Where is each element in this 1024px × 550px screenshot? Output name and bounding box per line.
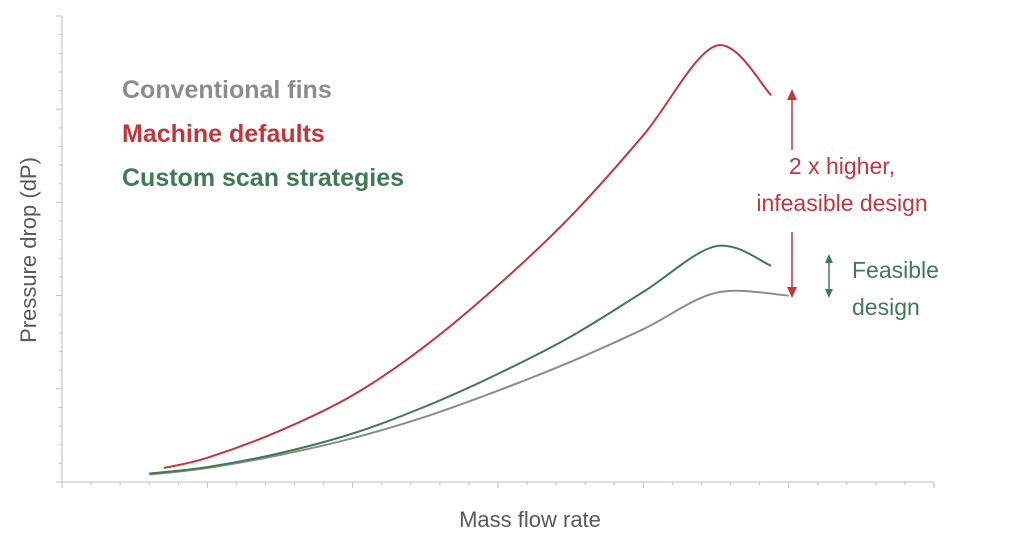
legend-item-conventional-fins: Conventional fins bbox=[122, 76, 332, 104]
legend-item-custom-scan-strategies: Custom scan strategies bbox=[122, 164, 404, 192]
axes bbox=[56, 15, 935, 488]
series-line-machine-defaults bbox=[163, 44, 772, 469]
feasible-label-line-1: Feasible bbox=[852, 257, 939, 283]
legend-item-machine-defaults: Machine defaults bbox=[122, 120, 325, 148]
annotation-layer: 2 x higher, infeasible design Feasible desi… bbox=[756, 89, 939, 320]
infeasible-label-line-1: 2 x higher, bbox=[789, 153, 895, 179]
feasible-arrowhead-up bbox=[825, 254, 833, 263]
infeasible-arrowhead-up bbox=[787, 89, 797, 100]
x-axis-title: Mass flow rate bbox=[459, 507, 601, 532]
infeasible-label-line-2: infeasible design bbox=[756, 190, 927, 216]
legend: Conventional fins Machine defaults Custo… bbox=[122, 76, 404, 192]
feasible-arrowhead-down bbox=[825, 289, 833, 298]
feasible-label-line-2: design bbox=[852, 294, 920, 320]
series-line-conventional-fins bbox=[149, 289, 789, 476]
y-axis-title: Pressure drop (dP) bbox=[16, 157, 41, 343]
infeasible-arrowhead-down bbox=[787, 287, 797, 298]
series-layer bbox=[149, 44, 789, 476]
series-line-custom-scan-strategies bbox=[149, 244, 772, 475]
